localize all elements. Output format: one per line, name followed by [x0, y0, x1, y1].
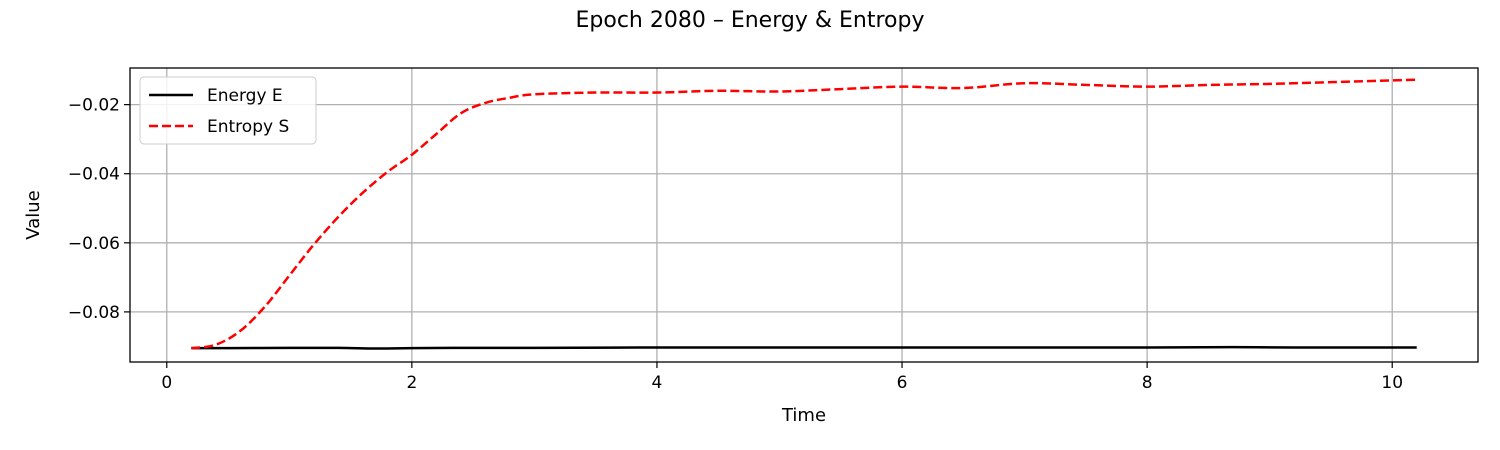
x-tick-label: 2	[406, 373, 417, 393]
x-axis: 0 2 4 6 8 10	[161, 362, 1403, 393]
y-tick-label: −0.02	[68, 96, 120, 116]
x-tick-label: 4	[652, 373, 663, 393]
legend: Energy E Entropy S	[139, 76, 317, 145]
y-tick-label: −0.08	[68, 303, 120, 323]
plot-area	[191, 78, 1417, 350]
legend-label-energy: Energy E	[207, 86, 283, 106]
series-line-energy	[191, 345, 1417, 350]
y-tick-label: −0.06	[68, 234, 120, 254]
x-tick-label: 6	[897, 373, 908, 393]
y-axis: −0.08 −0.06 −0.04 −0.02	[68, 96, 130, 323]
x-axis-label: Time	[781, 405, 826, 426]
x-tick-label: 0	[161, 373, 172, 393]
y-tick-label: −0.04	[68, 165, 120, 185]
axes-frame	[129, 67, 1479, 363]
y-axis-label: Value	[23, 190, 44, 239]
series-line-entropy	[191, 78, 1417, 350]
chart-title: Epoch 2080 – Energy & Entropy	[576, 8, 925, 33]
x-tick-label: 8	[1142, 373, 1153, 393]
x-tick-label: 10	[1381, 373, 1403, 393]
grid	[130, 68, 1478, 362]
legend-label-entropy: Entropy S	[207, 117, 289, 137]
